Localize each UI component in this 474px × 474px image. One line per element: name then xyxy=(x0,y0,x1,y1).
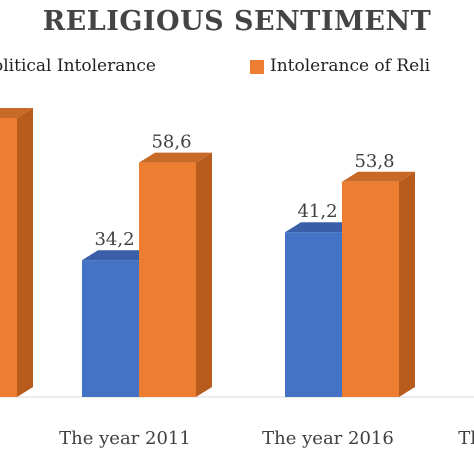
bar-intolerance-of-religious-2-top xyxy=(342,171,415,182)
bar-intolerance-of-religious-2-side xyxy=(399,171,415,397)
bar-political-intolerance-1-top xyxy=(82,250,155,261)
x-tick-label-3: Th xyxy=(458,428,474,449)
bar-intolerance-of-religious-1-top xyxy=(139,152,212,163)
bar-intolerance-of-religious-1-side xyxy=(196,152,212,397)
data-label-bar-political-intolerance-2: 41,2 xyxy=(297,201,337,222)
data-label-bar-intolerance-of-religious-2: 53,8 xyxy=(354,151,394,172)
bar-political-intolerance-1 xyxy=(82,260,139,397)
bar-partial-intolerance-of-religious-side xyxy=(17,108,33,397)
bar-political-intolerance-2-top xyxy=(285,222,358,233)
bar-intolerance-of-religious-2 xyxy=(342,181,399,397)
x-tick-label-2: The year 2016 xyxy=(262,428,394,449)
legend-label-political-intolerance: olitical Intolerance xyxy=(0,56,156,76)
data-label-bar-intolerance-of-religious-1: 58,6 xyxy=(151,132,191,153)
bar-political-intolerance-2 xyxy=(285,232,342,397)
bar-partial-intolerance-of-religious xyxy=(0,118,17,397)
x-tick-label-1: The year 2011 xyxy=(59,428,191,449)
legend-swatch-intolerance-of-religious xyxy=(250,60,264,74)
bar-intolerance-of-religious-1 xyxy=(139,162,196,397)
legend-label-intolerance-of-religious: Intolerance of Reli xyxy=(270,56,431,76)
data-label-bar-political-intolerance-1: 34,2 xyxy=(94,229,134,250)
chart-title: RELIGIOUS SENTIMENT xyxy=(42,6,432,37)
bar-partial-intolerance-of-religious-top xyxy=(0,108,33,118)
